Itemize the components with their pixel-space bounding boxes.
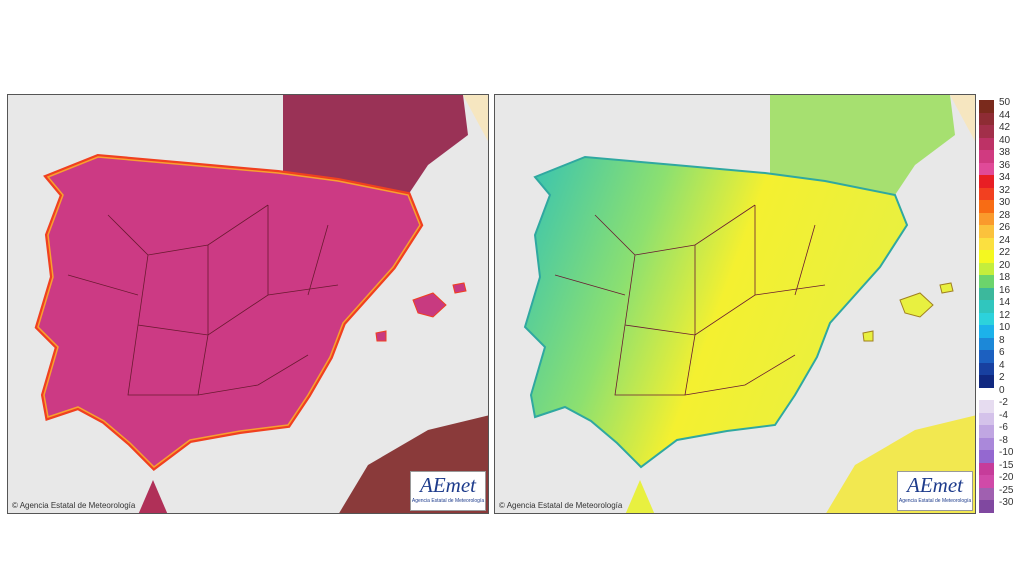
logo: AEmet Agencia Estatal de Meteorología [897, 471, 973, 511]
legend-label: 26 [999, 222, 1011, 233]
island [899, 292, 934, 318]
island [862, 330, 874, 342]
legend-label: 36 [999, 159, 1011, 171]
map [524, 95, 975, 513]
legend-swatch [979, 387, 994, 400]
legend-swatch [979, 275, 994, 288]
logo: AEmet Agencia Estatal de Meteorología [410, 471, 486, 511]
legend-label: -2 [999, 397, 1008, 408]
legend-swatch [979, 212, 994, 225]
legend-label: 30 [999, 197, 1011, 208]
legend-label: -15 [999, 459, 1014, 471]
legend-label: 0 [999, 384, 1005, 396]
map-panel: © Agencia Estatal de Meteorología AEmet … [494, 94, 976, 514]
credit: © Agencia Estatal de Meteorología [499, 501, 623, 510]
africa [625, 480, 655, 513]
legend-label: 22 [999, 247, 1011, 258]
logo-text: AEmet [907, 473, 963, 497]
logo-text: AEmet [420, 473, 476, 497]
legend-swatch [979, 162, 994, 175]
legend-label: 42 [999, 122, 1011, 133]
island [452, 282, 467, 294]
legend-label: -8 [999, 434, 1008, 446]
legend-swatch [979, 125, 994, 138]
legend-swatch [979, 312, 994, 325]
island [939, 282, 954, 294]
map-panel: © Agencia Estatal de Meteorología AEmet … [7, 94, 489, 514]
island [412, 292, 447, 318]
legend-label: 6 [999, 347, 1005, 358]
logo-caption: Agencia Estatal de Meteorología [898, 498, 972, 504]
legend-label: 10 [999, 322, 1011, 333]
legend-label: 4 [999, 359, 1005, 371]
legend-swatch [979, 225, 994, 238]
legend-swatch [979, 100, 994, 113]
legend-label: 38 [999, 147, 1011, 158]
legend-swatch [979, 200, 994, 213]
legend-label: 2 [999, 372, 1005, 383]
legend-label: 50 [999, 97, 1011, 108]
legend-swatch [979, 287, 994, 300]
land [463, 95, 488, 142]
legend-swatch [979, 462, 994, 475]
land [950, 95, 975, 142]
legend-label: 34 [999, 172, 1011, 183]
legend-label: 16 [999, 284, 1011, 296]
legend-swatch [979, 250, 994, 263]
legend-label: 24 [999, 234, 1011, 246]
legend-swatch [979, 400, 994, 413]
island [375, 330, 387, 342]
logo-caption: Agencia Estatal de Meteorología [411, 498, 485, 504]
legend-swatch [979, 487, 994, 500]
legend-label: -20 [999, 472, 1014, 483]
legend-swatch [979, 175, 994, 188]
map [8, 95, 488, 513]
legend-label: 44 [999, 109, 1011, 121]
legend-swatch [979, 500, 994, 513]
credit: © Agencia Estatal de Meteorología [12, 501, 136, 510]
legend-label: -30 [999, 497, 1014, 508]
africa [138, 480, 168, 513]
legend-label: 20 [999, 259, 1011, 271]
france [770, 95, 955, 195]
legend-swatch [979, 300, 994, 313]
legend-swatch [979, 150, 994, 163]
legend-label: 40 [999, 134, 1011, 146]
france [283, 95, 468, 195]
legend-swatch [979, 112, 994, 125]
legend-swatch [979, 362, 994, 375]
legend-label: 18 [999, 272, 1011, 283]
legend-label: -6 [999, 422, 1008, 433]
legend-label: 8 [999, 334, 1005, 346]
legend-swatch [979, 262, 994, 275]
legend-swatch [979, 187, 994, 200]
legend-label: -10 [999, 447, 1014, 458]
legend-label: 32 [999, 184, 1011, 196]
legend-label: 14 [999, 297, 1011, 308]
legend-label: 28 [999, 209, 1011, 221]
legend-swatch [979, 425, 994, 438]
legend-swatch [979, 337, 994, 350]
legend-swatch [979, 437, 994, 450]
legend-swatch [979, 412, 994, 425]
iberia-fill [37, 156, 421, 468]
legend-swatch [979, 137, 994, 150]
legend-label: 12 [999, 309, 1011, 321]
legend-swatch [979, 375, 994, 388]
legend-swatch [979, 450, 994, 463]
legend-label: -4 [999, 409, 1008, 421]
legend-swatch [979, 350, 994, 363]
legend-swatch [979, 237, 994, 250]
legend-label: -25 [999, 484, 1014, 496]
iberia [524, 156, 908, 468]
legend-swatch [979, 325, 994, 338]
legend-swatch [979, 475, 994, 488]
